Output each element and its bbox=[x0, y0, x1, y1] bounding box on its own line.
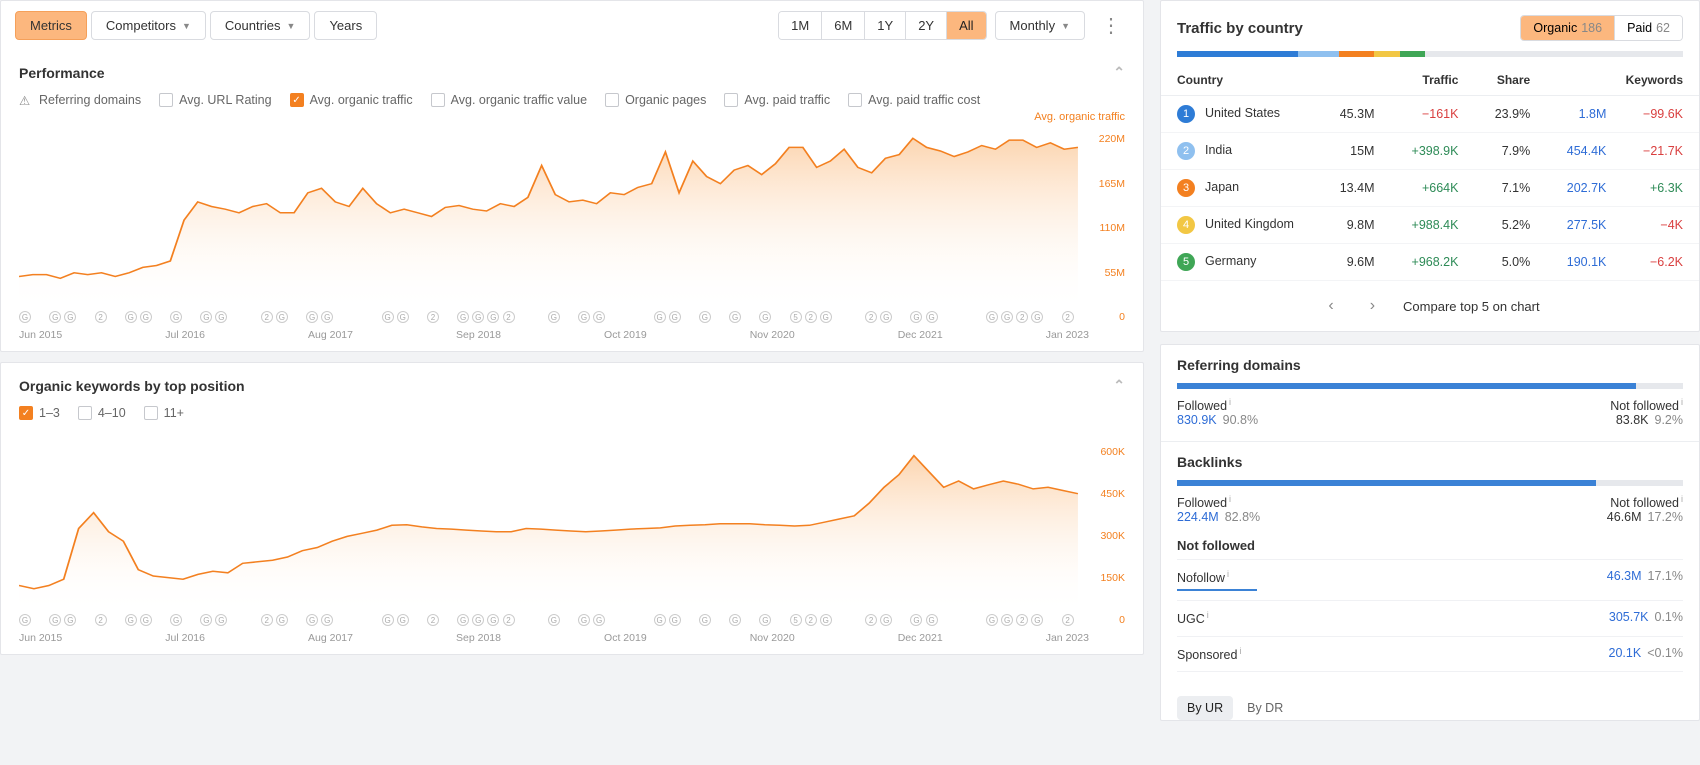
tab-by-dr[interactable]: By DR bbox=[1237, 696, 1293, 720]
toolbar-tab-metrics[interactable]: Metrics bbox=[15, 11, 87, 40]
warning-icon: ⚠ bbox=[19, 93, 33, 107]
country-row[interactable]: 1United States45.3M−161K23.9%1.8M−99.6K bbox=[1161, 96, 1699, 133]
performance-chart: Avg. organic traffic 220M165M110M55M0 G … bbox=[1, 111, 1143, 351]
followed-bar bbox=[1177, 383, 1683, 389]
toolbar-tab-competitors[interactable]: Competitors ▼ bbox=[91, 11, 206, 40]
country-row[interactable]: 3Japan13.4M+664K7.1%202.7K+6.3K bbox=[1161, 170, 1699, 207]
metric-check[interactable]: ✓1–3 bbox=[19, 406, 60, 420]
prev-arrow-icon[interactable]: ‹ bbox=[1320, 293, 1341, 319]
performance-header: Performance ⌃ bbox=[1, 50, 1143, 85]
keywords-header: Organic keywords by top position ⌃ bbox=[1, 363, 1143, 398]
collapse-icon[interactable]: ⌃ bbox=[1113, 377, 1125, 394]
nf-row[interactable]: UGCi305.7K0.1% bbox=[1177, 601, 1683, 636]
followed-bar bbox=[1177, 480, 1683, 486]
metric-check[interactable]: Avg. paid traffic bbox=[724, 93, 830, 107]
more-menu-icon[interactable]: ⋮ bbox=[1093, 13, 1129, 38]
followed-value[interactable]: 224.4M bbox=[1177, 510, 1219, 524]
referring-domains-block: Referring domains Followedi Not followed… bbox=[1161, 345, 1699, 441]
metric-check[interactable]: Organic pages bbox=[605, 93, 706, 107]
range-1m[interactable]: 1M bbox=[779, 12, 822, 39]
ur-dr-tabs: By URBy DR bbox=[1161, 686, 1699, 720]
nf-row[interactable]: Nofollowi46.3M17.1% bbox=[1177, 559, 1683, 601]
granularity-dropdown[interactable]: Monthly▼ bbox=[995, 11, 1085, 40]
metric-check[interactable]: Avg. organic traffic value bbox=[431, 93, 587, 107]
toolbar-tab-countries[interactable]: Countries ▼ bbox=[210, 11, 311, 40]
metric-check[interactable]: ✓Avg. organic traffic bbox=[290, 93, 413, 107]
country-row[interactable]: 2India15M+398.9K7.9%454.4K−21.7K bbox=[1161, 133, 1699, 170]
country-row[interactable]: 5Germany9.6M+968.2K5.0%190.1K−6.2K bbox=[1161, 244, 1699, 281]
range-2y[interactable]: 2Y bbox=[906, 12, 947, 39]
country-row[interactable]: 4United Kingdom9.8M+988.4K5.2%277.5K−4K bbox=[1161, 207, 1699, 244]
traffic-country-header: Traffic by country Organic186Paid62 bbox=[1161, 1, 1699, 51]
collapse-icon[interactable]: ⌃ bbox=[1113, 64, 1125, 81]
keyword-filter-checks: ✓1–3 4–10 11+ bbox=[1, 398, 1143, 424]
backlinks-block: Backlinks Followedi Not followedi 224.4M… bbox=[1161, 441, 1699, 686]
toolbar-tab-years[interactable]: Years bbox=[314, 11, 377, 40]
compare-row: ‹ › Compare top 5 on chart bbox=[1161, 281, 1699, 331]
nf-row[interactable]: Sponsoredi20.1K<0.1% bbox=[1177, 637, 1683, 672]
traffic-toggle-organic[interactable]: Organic186 bbox=[1521, 16, 1615, 40]
metric-check[interactable]: 11+ bbox=[144, 406, 184, 420]
metric-check[interactable]: Avg. paid traffic cost bbox=[848, 93, 980, 107]
metric-check[interactable]: Avg. URL Rating bbox=[159, 93, 271, 107]
time-range-selector: 1M6M1Y2YAll bbox=[778, 11, 986, 40]
range-6m[interactable]: 6M bbox=[822, 12, 865, 39]
next-arrow-icon[interactable]: › bbox=[1362, 293, 1383, 319]
metric-check[interactable]: 4–10 bbox=[78, 406, 126, 420]
range-1y[interactable]: 1Y bbox=[865, 12, 906, 39]
range-all[interactable]: All bbox=[947, 12, 985, 39]
traffic-type-toggle: Organic186Paid62 bbox=[1520, 15, 1683, 41]
followed-value[interactable]: 830.9K bbox=[1177, 413, 1217, 427]
compare-link[interactable]: Compare top 5 on chart bbox=[1403, 299, 1540, 314]
country-share-bar bbox=[1177, 51, 1683, 57]
traffic-toggle-paid[interactable]: Paid62 bbox=[1615, 16, 1682, 40]
main-toolbar: MetricsCompetitors ▼Countries ▼Years 1M6… bbox=[1, 1, 1143, 50]
not-followed-value: 83.8K bbox=[1616, 413, 1649, 427]
tab-by-ur[interactable]: By UR bbox=[1177, 696, 1233, 720]
series-label: Avg. organic traffic bbox=[1034, 111, 1125, 123]
not-followed-value: 46.6M bbox=[1607, 510, 1642, 524]
country-table: CountryTrafficShareKeywords 1United Stat… bbox=[1161, 65, 1699, 281]
metric-check[interactable]: ⚠Referring domains bbox=[19, 93, 141, 107]
keywords-chart: 600K450K300K150K0 G GG 2 GG G GG 2G GG G… bbox=[1, 424, 1143, 654]
performance-metric-checks: ⚠Referring domains Avg. URL Rating ✓Avg. o… bbox=[1, 85, 1143, 111]
chevron-down-icon: ▼ bbox=[1061, 21, 1070, 31]
